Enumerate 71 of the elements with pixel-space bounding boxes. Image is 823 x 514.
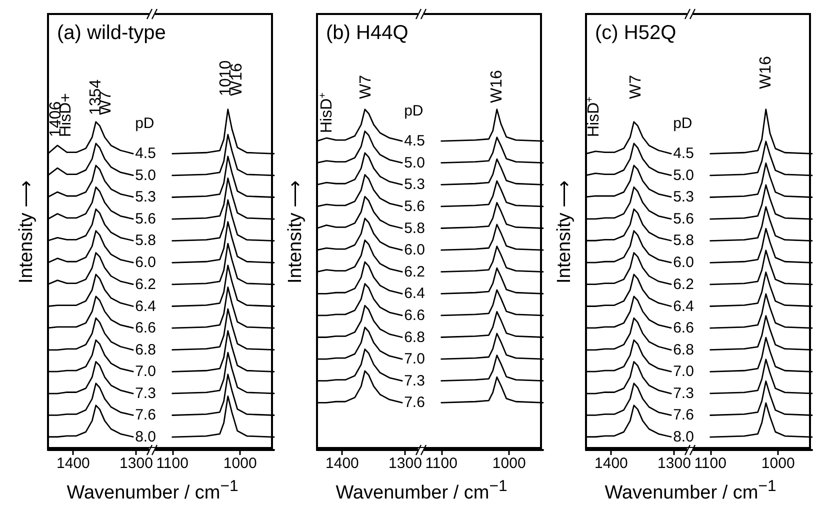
series-label: 5.6 bbox=[135, 210, 156, 228]
series-label: 6.8 bbox=[135, 341, 156, 358]
series-label: 6.4 bbox=[673, 298, 694, 315]
chart-title: (c) H52Q bbox=[595, 22, 676, 44]
series-label: 6.6 bbox=[673, 319, 694, 336]
x-tick-label: 1100 bbox=[694, 455, 726, 472]
chart-title: (b) H44Q bbox=[326, 22, 408, 44]
x-axis-title: Wavenumber / cm$^{−1}$ bbox=[66, 478, 240, 504]
y-axis-title: Intensity ⟶ bbox=[554, 180, 575, 284]
series-label: 7.6 bbox=[404, 394, 425, 412]
text: W7 bbox=[628, 74, 644, 99]
series-label: 6.8 bbox=[404, 328, 425, 346]
x-tick-label: 1000 bbox=[761, 455, 795, 472]
series-label: 6.6 bbox=[404, 306, 425, 324]
series-label: 6.4 bbox=[135, 298, 156, 315]
legend-title: pD bbox=[673, 115, 692, 132]
x-tick-label: 1000 bbox=[492, 455, 526, 472]
x-tick-label: 1400 bbox=[326, 455, 359, 472]
series-label: 5.0 bbox=[135, 166, 156, 184]
series-label: 6.0 bbox=[135, 254, 156, 272]
text: W16 bbox=[758, 56, 774, 89]
series-label: 6.2 bbox=[135, 276, 156, 293]
series-label: 5.3 bbox=[135, 188, 156, 206]
x-tick-label: 1400 bbox=[594, 455, 628, 472]
series-label: 8.0 bbox=[135, 428, 156, 446]
x-tick-label: 1300 bbox=[388, 455, 422, 472]
x-axis-title: Wavenumber / cm$^{−1}$ bbox=[334, 478, 508, 504]
series-label: 6.4 bbox=[404, 285, 425, 302]
series-label: 7.0 bbox=[135, 363, 156, 380]
series-label: 6.2 bbox=[673, 276, 694, 293]
series-label: 4.5 bbox=[404, 132, 425, 150]
x-tick-label: 1100 bbox=[156, 455, 188, 472]
text: W16 bbox=[488, 70, 506, 103]
x-axis-title: Wavenumber / cm$^{−1}$ bbox=[604, 478, 778, 504]
series-label: 7.3 bbox=[135, 385, 156, 402]
series-label: 7.6 bbox=[135, 406, 156, 424]
series-label: 4.5 bbox=[673, 145, 694, 162]
series-label: 7.3 bbox=[404, 372, 425, 390]
legend-title: pD bbox=[404, 102, 424, 120]
series-label: 6.0 bbox=[404, 242, 425, 259]
chart-title: (a) wild-type bbox=[57, 22, 166, 44]
series-label: 7.3 bbox=[673, 385, 694, 402]
legend-title: pD bbox=[135, 115, 154, 132]
series-label: 6.2 bbox=[404, 263, 425, 280]
x-tick-label: 1300 bbox=[120, 455, 153, 472]
series-label: 8.0 bbox=[673, 428, 694, 446]
series-label: 5.3 bbox=[404, 176, 425, 194]
series-label: 4.5 bbox=[135, 145, 156, 162]
series-label: 5.6 bbox=[404, 198, 425, 215]
series-label: 7.6 bbox=[673, 406, 694, 424]
x-tick-label: 1100 bbox=[425, 455, 458, 472]
series-label: 5.8 bbox=[404, 220, 425, 237]
series-label: 5.3 bbox=[673, 188, 694, 206]
series-label: 5.0 bbox=[404, 154, 425, 172]
text: W7 bbox=[358, 74, 374, 99]
annotation: HisD+ bbox=[584, 96, 602, 137]
y-axis-title: Intensity ⟶ bbox=[285, 180, 306, 284]
series-label: 6.0 bbox=[673, 254, 694, 272]
annotation: HisD+ bbox=[318, 92, 336, 133]
y-axis-title: Intensity ⟶ bbox=[16, 180, 37, 284]
series-label: 7.0 bbox=[673, 363, 694, 380]
series-label: 5.0 bbox=[673, 166, 694, 184]
series-label: 5.6 bbox=[673, 210, 694, 228]
series-label: 6.8 bbox=[673, 341, 694, 358]
series-label: 5.8 bbox=[673, 232, 694, 250]
series-label: 7.0 bbox=[404, 350, 425, 368]
series-label: 5.8 bbox=[135, 232, 156, 250]
x-tick-label: 1300 bbox=[658, 455, 691, 472]
x-tick-label: 1000 bbox=[223, 455, 257, 472]
series-label: 6.6 bbox=[135, 319, 156, 336]
x-tick-label: 1400 bbox=[56, 455, 90, 472]
